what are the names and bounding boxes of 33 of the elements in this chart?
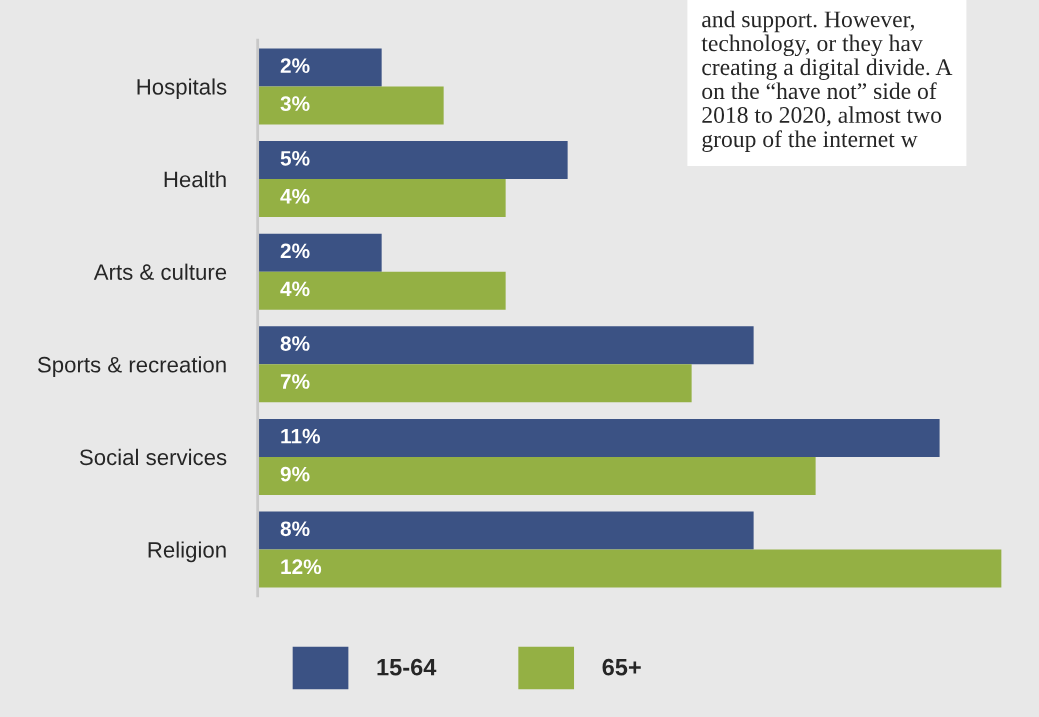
bar: [257, 48, 382, 87]
bar: [257, 456, 816, 495]
data-label: 4%: [280, 188, 310, 204]
y-tick-label: Health: [164, 171, 226, 188]
bar: [257, 86, 444, 125]
data-label: 3%: [280, 96, 310, 112]
bar: [257, 233, 382, 272]
data-label: 2%: [280, 58, 310, 74]
data-label: 5%: [280, 150, 310, 166]
data-label: 8%: [280, 521, 310, 537]
bar: [257, 326, 754, 365]
data-label: 4%: [280, 281, 310, 297]
y-tick-label: Religion: [148, 541, 226, 563]
data-label: 7%: [280, 374, 310, 389]
data-label: 8%: [280, 336, 310, 351]
annotation: and support. However, technology, or they hav creating a digital divide. A on the “have not” side of 2018 to 2020, almost two group of the internet w: [701, 10, 953, 152]
data-label: 2%: [280, 243, 310, 259]
y-tick-label: Sports & recreation: [37, 356, 226, 377]
y-tick-label: Arts & culture: [93, 263, 227, 280]
bar: [257, 141, 568, 180]
bar: [257, 418, 940, 457]
bar: [257, 549, 1002, 588]
bar: [257, 511, 754, 550]
legend-label: 65+: [602, 658, 641, 676]
bar: [257, 271, 506, 310]
data-label: 12%: [281, 559, 322, 575]
data-label: 9%: [280, 466, 310, 482]
data-label: 11%: [281, 428, 320, 444]
bar: [257, 179, 506, 218]
y-tick-label: Hospitals: [137, 78, 227, 100]
legend-label: 15-64: [377, 658, 437, 676]
y-tick-label: Social services: [79, 448, 227, 466]
bar: [257, 364, 692, 403]
